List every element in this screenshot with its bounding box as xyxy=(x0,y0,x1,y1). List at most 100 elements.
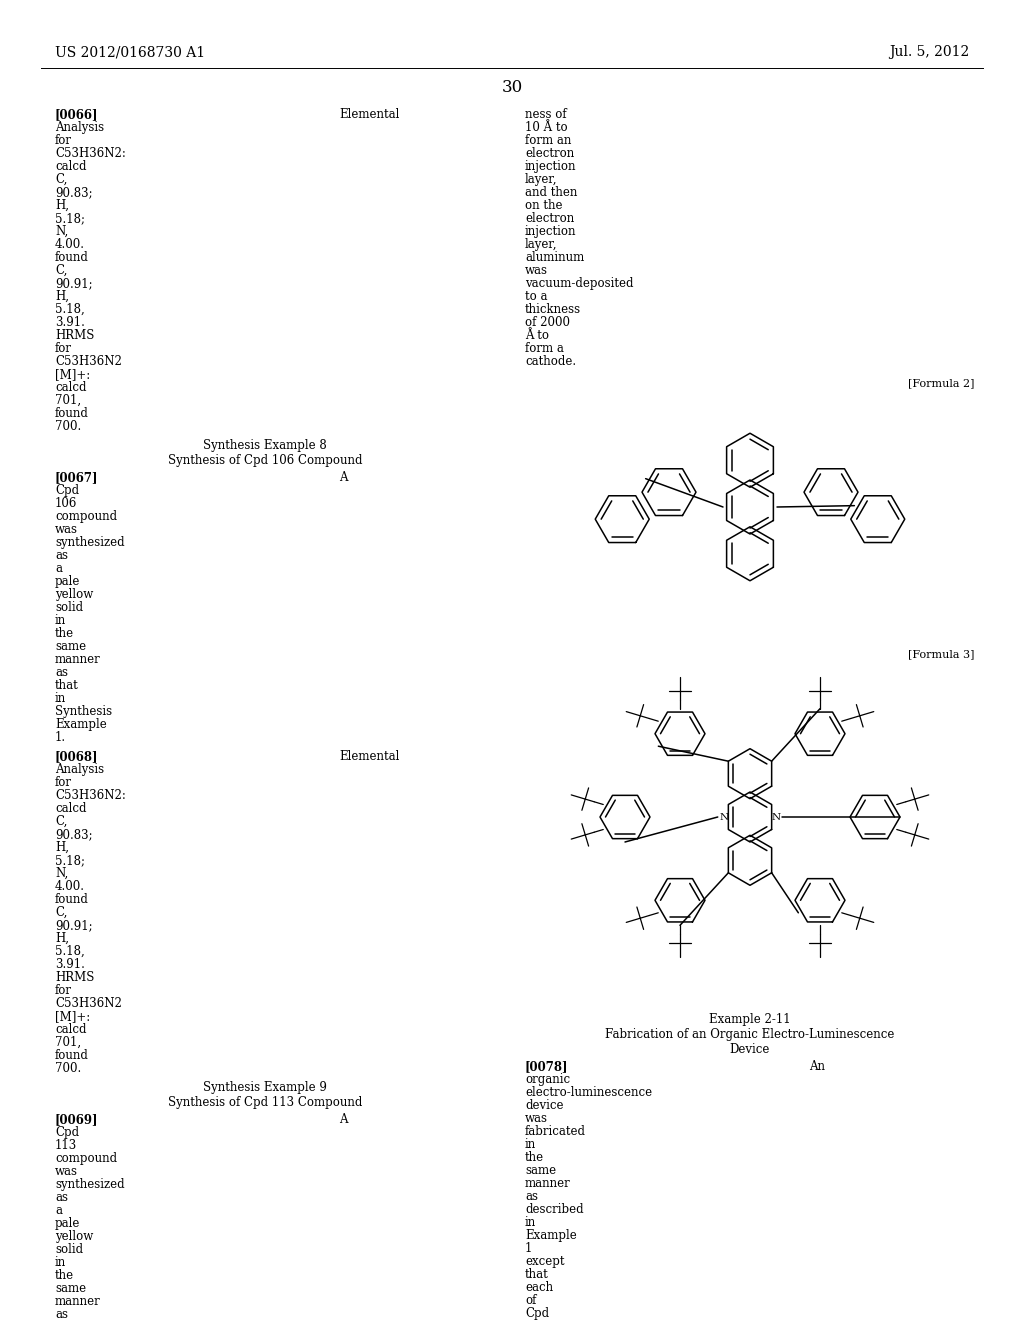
Text: US 2012/0168730 A1: US 2012/0168730 A1 xyxy=(55,45,205,59)
Text: An: An xyxy=(810,1060,825,1073)
Text: 5.18,: 5.18, xyxy=(55,945,85,958)
Text: 113: 113 xyxy=(55,1139,77,1152)
Text: 3.91.: 3.91. xyxy=(55,315,85,329)
Text: Analysis: Analysis xyxy=(55,763,104,776)
Text: Synthesis Example 8: Synthesis Example 8 xyxy=(203,440,327,451)
Text: for: for xyxy=(55,342,72,355)
Text: [M]+:: [M]+: xyxy=(55,368,90,381)
Text: in: in xyxy=(55,1257,67,1269)
Text: layer,: layer, xyxy=(525,238,557,251)
Text: 1: 1 xyxy=(525,1242,532,1255)
Text: N: N xyxy=(772,813,781,821)
Text: was: was xyxy=(525,264,548,277)
Text: C,: C, xyxy=(55,906,68,919)
Text: Example: Example xyxy=(55,718,106,731)
Text: 700.: 700. xyxy=(55,1063,81,1074)
Text: calcd: calcd xyxy=(55,1023,86,1036)
Text: form a: form a xyxy=(525,342,564,355)
Text: same: same xyxy=(55,1282,86,1295)
Text: C53H36N2: C53H36N2 xyxy=(55,997,122,1010)
Text: H,: H, xyxy=(55,199,69,213)
Text: manner: manner xyxy=(55,653,100,667)
Text: 700.: 700. xyxy=(55,420,81,433)
Text: N: N xyxy=(719,813,728,821)
Text: thickness: thickness xyxy=(525,304,582,315)
Text: Example: Example xyxy=(525,1229,577,1242)
Text: 5.18;: 5.18; xyxy=(55,213,85,224)
Text: in: in xyxy=(525,1216,537,1229)
Text: and then: and then xyxy=(525,186,578,199)
Text: for: for xyxy=(55,983,72,997)
Text: on the: on the xyxy=(525,199,562,213)
Text: Device: Device xyxy=(730,1043,770,1056)
Text: in: in xyxy=(55,692,67,705)
Text: C,: C, xyxy=(55,264,68,277)
Text: [0069]: [0069] xyxy=(55,1113,98,1126)
Text: 90.91;: 90.91; xyxy=(55,277,92,290)
Text: fabricated: fabricated xyxy=(525,1125,586,1138)
Text: 1.: 1. xyxy=(55,731,67,744)
Text: organic: organic xyxy=(525,1073,570,1086)
Text: 4.00.: 4.00. xyxy=(55,238,85,251)
Text: synthesized: synthesized xyxy=(55,536,125,549)
Text: except: except xyxy=(525,1255,564,1269)
Text: manner: manner xyxy=(525,1177,570,1191)
Text: as: as xyxy=(55,1308,68,1320)
Text: Jul. 5, 2012: Jul. 5, 2012 xyxy=(889,45,969,59)
Text: cathode.: cathode. xyxy=(525,355,577,368)
Text: that: that xyxy=(525,1269,549,1280)
Text: 701,: 701, xyxy=(55,393,81,407)
Text: 10 Å to: 10 Å to xyxy=(525,121,567,135)
Text: 3.91.: 3.91. xyxy=(55,958,85,972)
Text: same: same xyxy=(525,1164,556,1177)
Text: found: found xyxy=(55,407,89,420)
Text: was: was xyxy=(525,1111,548,1125)
Text: the: the xyxy=(55,1269,74,1282)
Text: calcd: calcd xyxy=(55,381,86,393)
Text: as: as xyxy=(55,667,68,678)
Text: to a: to a xyxy=(525,290,548,304)
Text: Cpd: Cpd xyxy=(55,484,79,498)
Text: of: of xyxy=(525,1294,537,1307)
Text: compound: compound xyxy=(55,510,117,523)
Text: vacuum-deposited: vacuum-deposited xyxy=(525,277,634,290)
Text: a: a xyxy=(55,562,62,576)
Text: Cpd: Cpd xyxy=(55,1126,79,1139)
Text: was: was xyxy=(55,1166,78,1177)
Text: manner: manner xyxy=(55,1295,100,1308)
Text: same: same xyxy=(55,640,86,653)
Text: H,: H, xyxy=(55,932,69,945)
Text: Synthesis of Cpd 106 Compound: Synthesis of Cpd 106 Compound xyxy=(168,454,362,467)
Text: as: as xyxy=(525,1191,538,1203)
Text: solid: solid xyxy=(55,601,83,614)
Text: ness of: ness of xyxy=(525,108,566,121)
Text: yellow: yellow xyxy=(55,587,93,601)
Text: C53H36N2: C53H36N2 xyxy=(55,355,122,368)
Text: [0066]: [0066] xyxy=(55,108,98,121)
Text: electron: electron xyxy=(525,213,574,224)
Text: form an: form an xyxy=(525,135,571,147)
Text: for: for xyxy=(55,135,72,147)
Text: as: as xyxy=(55,1191,68,1204)
Text: Fabrication of an Organic Electro-Luminescence: Fabrication of an Organic Electro-Lumine… xyxy=(605,1028,895,1041)
Text: calcd: calcd xyxy=(55,803,86,814)
Text: the: the xyxy=(525,1151,544,1164)
Text: pale: pale xyxy=(55,1217,80,1230)
Text: yellow: yellow xyxy=(55,1230,93,1243)
Text: [0078]: [0078] xyxy=(525,1060,568,1073)
Text: calcd: calcd xyxy=(55,160,86,173)
Text: Analysis: Analysis xyxy=(55,121,104,135)
Text: synthesized: synthesized xyxy=(55,1177,125,1191)
Text: [M]+:: [M]+: xyxy=(55,1010,90,1023)
Text: H,: H, xyxy=(55,290,69,304)
Text: C53H36N2:: C53H36N2: xyxy=(55,147,126,160)
Text: [0067]: [0067] xyxy=(55,471,98,484)
Text: HRMS: HRMS xyxy=(55,329,94,342)
Text: HRMS: HRMS xyxy=(55,972,94,983)
Text: found: found xyxy=(55,894,89,906)
Text: that: that xyxy=(55,678,79,692)
Text: found: found xyxy=(55,1049,89,1063)
Text: 701,: 701, xyxy=(55,1036,81,1049)
Text: 90.83;: 90.83; xyxy=(55,186,92,199)
Text: Cpd: Cpd xyxy=(525,1307,549,1320)
